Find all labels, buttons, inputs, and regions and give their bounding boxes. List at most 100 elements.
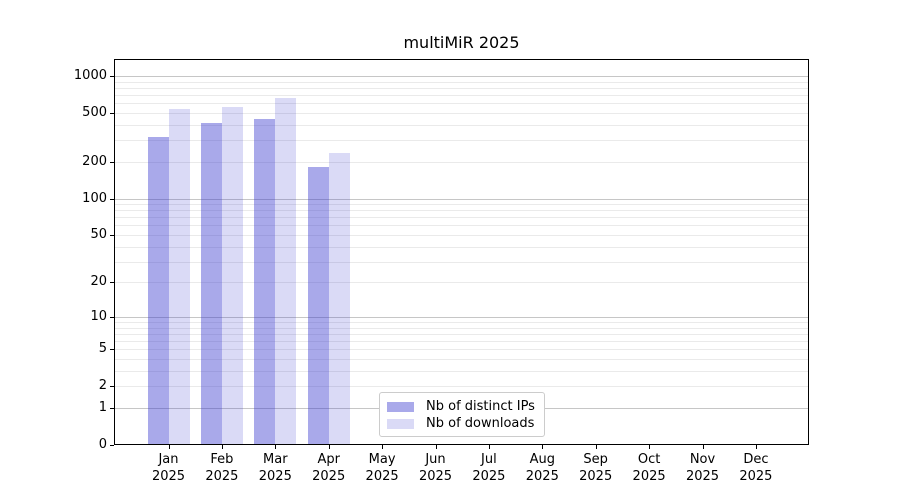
gridline-minor bbox=[114, 341, 809, 343]
x-tick-month: Apr bbox=[317, 452, 340, 467]
legend-label-nb-of-downloads: Nb of downloads bbox=[426, 415, 535, 431]
y-tick-label: 50 bbox=[90, 227, 107, 242]
x-tick-mark bbox=[595, 445, 597, 449]
y-tick-mark bbox=[110, 349, 114, 351]
gridline-minor bbox=[114, 225, 809, 227]
x-tick-year: 2025 bbox=[312, 469, 346, 484]
legend: Nb of distinct IPs Nb of downloads bbox=[379, 392, 545, 437]
legend-item-nb-of-distinct-ips: Nb of distinct IPs bbox=[387, 398, 536, 415]
gridline-minor bbox=[114, 261, 809, 263]
x-tick-mark bbox=[755, 445, 757, 449]
gridline-minor bbox=[114, 217, 809, 219]
x-tick-month: Jan bbox=[158, 452, 179, 467]
y-tick-mark bbox=[110, 386, 114, 388]
gridline-minor bbox=[114, 333, 809, 335]
gridline-minor bbox=[114, 349, 809, 351]
bar-nb-of-distinct-ips-apr bbox=[307, 167, 329, 445]
x-tick-year: 2025 bbox=[685, 469, 720, 484]
y-tick-mark bbox=[110, 445, 114, 446]
x-tick-mark bbox=[435, 445, 437, 449]
x-tick-mark bbox=[328, 445, 330, 449]
y-tick-mark bbox=[110, 112, 114, 114]
chart-title: multiMiR 2025 bbox=[403, 33, 520, 52]
x-tick-mark bbox=[382, 445, 384, 449]
bar-nb-of-downloads-apr bbox=[328, 153, 350, 445]
x-tick-month: Oct bbox=[637, 452, 661, 467]
y-tick-label: 200 bbox=[82, 153, 107, 169]
x-tick-year: 2025 bbox=[151, 469, 186, 484]
gridline-minor bbox=[114, 322, 809, 323]
legend-item-nb-of-downloads: Nb of downloads bbox=[387, 415, 536, 432]
gridline-minor bbox=[114, 327, 809, 329]
gridline-minor bbox=[114, 210, 809, 212]
x-tick-month: Sep bbox=[583, 452, 608, 467]
y-tick-mark bbox=[110, 408, 114, 409]
x-tick-label-feb: Feb 2025 bbox=[205, 451, 238, 485]
y-tick-label: 0 bbox=[98, 437, 107, 452]
y-tick-label: 1000 bbox=[73, 67, 107, 83]
gridline-minor bbox=[114, 204, 809, 205]
x-tick-label-jan: Jan 2025 bbox=[152, 451, 185, 485]
x-tick-label-jun: Jun 2025 bbox=[419, 451, 452, 485]
y-tick-mark bbox=[110, 198, 114, 200]
x-tick-month: Jul bbox=[481, 452, 497, 467]
gridline-minor bbox=[114, 87, 809, 89]
y-tick-label: 2 bbox=[98, 378, 107, 394]
gridline-minor bbox=[114, 161, 809, 163]
x-tick-year: 2025 bbox=[525, 469, 559, 484]
gridline-minor bbox=[114, 370, 809, 372]
x-tick-mark bbox=[488, 445, 490, 449]
x-tick-label-apr: Apr 2025 bbox=[312, 451, 345, 485]
gridline-major bbox=[114, 198, 809, 200]
gridline-minor bbox=[114, 246, 809, 248]
x-tick-label-nov: Nov 2025 bbox=[686, 451, 719, 485]
y-tick-label: 100 bbox=[82, 190, 107, 206]
x-tick-label-dec: Dec 2025 bbox=[739, 451, 772, 485]
x-tick-label-aug: Aug 2025 bbox=[526, 451, 559, 485]
gridline-minor bbox=[114, 81, 809, 83]
y-tick-label: 5 bbox=[98, 341, 107, 357]
y-tick-label: 500 bbox=[82, 104, 107, 120]
x-tick-year: 2025 bbox=[472, 469, 506, 484]
y-tick-label: 10 bbox=[90, 308, 107, 324]
legend-swatch-nb-of-distinct-ips bbox=[387, 401, 414, 412]
x-tick-month: Aug bbox=[529, 452, 555, 467]
x-tick-label-mar: Mar 2025 bbox=[259, 451, 292, 485]
x-tick-mark bbox=[702, 445, 704, 449]
bar-nb-of-downloads-jan bbox=[168, 109, 190, 445]
gridline-minor bbox=[114, 235, 809, 236]
y-tick-mark bbox=[110, 316, 114, 318]
gridline-minor bbox=[114, 112, 809, 114]
y-tick-mark bbox=[110, 75, 114, 77]
x-tick-mark bbox=[221, 445, 223, 449]
gridline-minor bbox=[114, 103, 809, 105]
bar-nb-of-distinct-ips-mar bbox=[254, 119, 276, 445]
gridline-minor bbox=[114, 124, 809, 126]
legend-swatch-nb-of-downloads bbox=[387, 418, 414, 429]
x-tick-year: 2025 bbox=[579, 469, 613, 484]
y-tick-mark bbox=[110, 235, 114, 236]
x-tick-year: 2025 bbox=[258, 469, 292, 484]
x-tick-mark bbox=[649, 445, 651, 449]
x-tick-label-jul: Jul 2025 bbox=[472, 451, 505, 485]
x-tick-month: Nov bbox=[689, 452, 716, 467]
bar-nb-of-downloads-mar bbox=[275, 97, 297, 445]
y-tick-label: 1 bbox=[98, 400, 107, 415]
x-tick-mark bbox=[542, 445, 544, 449]
x-tick-mark bbox=[275, 445, 277, 449]
x-tick-month: Feb bbox=[210, 452, 234, 467]
gridline-minor bbox=[114, 359, 809, 360]
gridline-minor bbox=[114, 95, 809, 96]
x-tick-label-may: May 2025 bbox=[366, 451, 399, 485]
x-tick-label-sep: Sep 2025 bbox=[579, 451, 612, 485]
x-tick-label-oct: Oct 2025 bbox=[633, 451, 666, 485]
x-tick-month: Mar bbox=[263, 452, 288, 467]
x-tick-mark bbox=[168, 445, 170, 449]
bar-nb-of-downloads-feb bbox=[221, 106, 243, 445]
gridline-minor bbox=[114, 386, 809, 388]
x-tick-year: 2025 bbox=[418, 469, 453, 484]
y-tick-mark bbox=[110, 282, 114, 284]
y-tick-mark bbox=[110, 161, 114, 163]
